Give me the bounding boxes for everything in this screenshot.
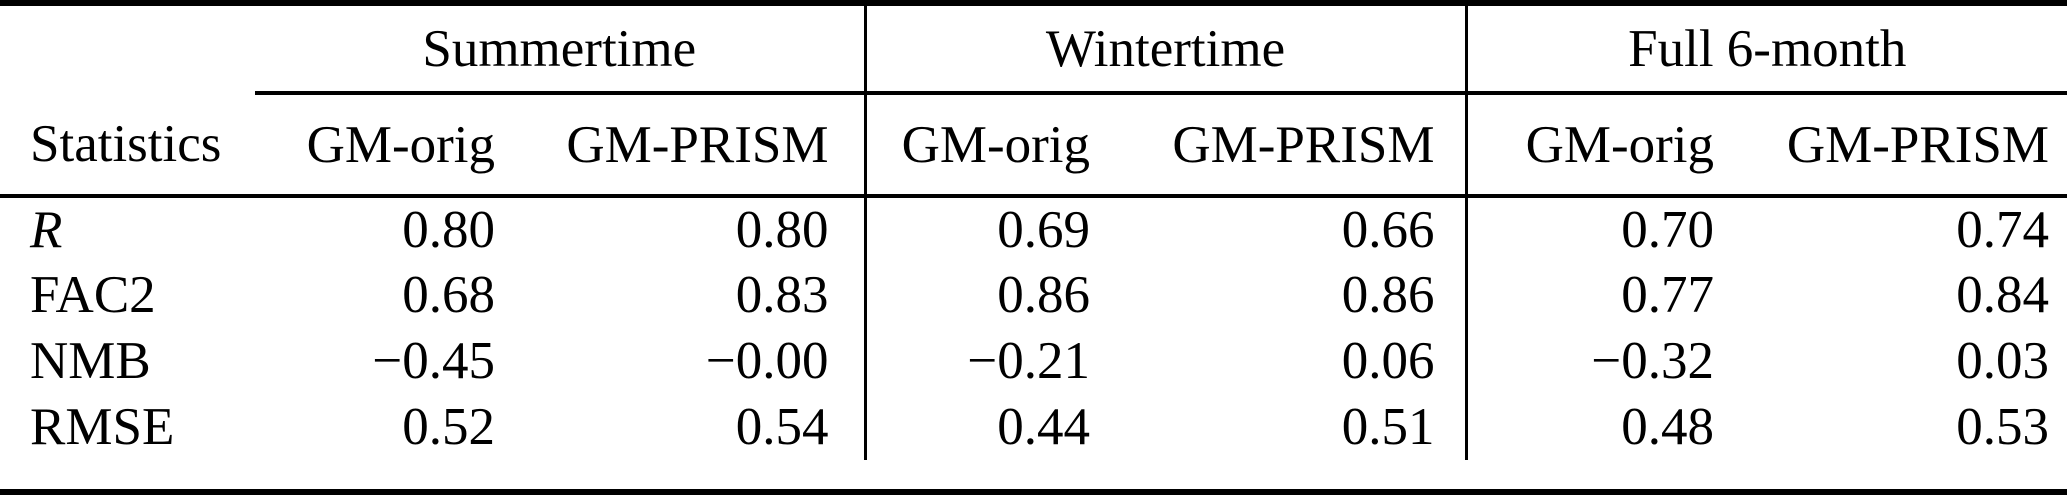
cell-rmse-full-gm-prism: 0.53: [1956, 398, 2050, 456]
statistics-column-header: Statistics: [0, 93, 255, 198]
cell-fac2-full-gm-orig: 0.77: [1464, 262, 1715, 328]
table-row-fac2: FAC2 0.68 0.83 0.86 0.86 0.77 0.84: [0, 262, 2067, 328]
cell-rmse-winter-gm-orig: 0.44: [863, 394, 1090, 460]
group-header-row: Summertime Wintertime Full 6-month: [0, 6, 2067, 95]
cell-nmb-full-gm-orig: −0.32: [1464, 328, 1715, 394]
table-row-r: R 0.80 0.80 0.69 0.66 0.70 0.74: [0, 196, 2067, 262]
cell-rmse-full-gm-orig: 0.48: [1464, 394, 1715, 460]
column-header-summer-gm-orig: GM-orig: [255, 93, 495, 198]
bottom-spacer-row: [0, 460, 2067, 481]
cell-fac2-summer-gm-orig: 0.68: [402, 266, 495, 324]
statistics-table: Summertime Wintertime Full 6-month Stati…: [0, 6, 2067, 481]
column-header-full-gm-prism: GM-PRISM: [1714, 93, 2067, 198]
cell-fac2-winter-gm-prism: 0.86: [1341, 266, 1435, 324]
column-header-winter-gm-orig: GM-orig: [863, 93, 1090, 198]
group-header-summertime: Summertime: [255, 6, 865, 95]
cell-r-summer-gm-prism: 0.80: [735, 201, 829, 259]
row-label-nmb: NMB: [30, 332, 151, 390]
row-label-rmse: RMSE: [30, 398, 175, 456]
cell-r-full-gm-orig: 0.70: [1464, 196, 1715, 262]
cell-fac2-full-gm-prism: 0.84: [1956, 266, 2050, 324]
table-row-rmse: RMSE 0.52 0.54 0.44 0.51 0.48 0.53: [0, 394, 2067, 460]
cell-nmb-summer-gm-orig: −0.45: [372, 332, 495, 390]
table-row-nmb: NMB −0.45 −0.00 −0.21 0.06 −0.32 0.03: [0, 328, 2067, 394]
cell-nmb-winter-gm-orig: −0.21: [863, 328, 1090, 394]
bottom-spacer-cell: [0, 460, 2067, 481]
column-header-full-gm-orig: GM-orig: [1464, 93, 1715, 198]
cell-r-winter-gm-orig: 0.69: [863, 196, 1090, 262]
cell-r-full-gm-prism: 0.74: [1956, 201, 2050, 259]
cell-r-winter-gm-prism: 0.66: [1341, 201, 1435, 259]
cell-fac2-summer-gm-prism: 0.83: [735, 266, 829, 324]
row-label-fac2: FAC2: [30, 266, 156, 324]
cell-nmb-full-gm-prism: 0.03: [1956, 332, 2050, 390]
cell-nmb-summer-gm-prism: −0.00: [705, 332, 829, 390]
column-header-summer-gm-prism: GM-PRISM: [495, 93, 865, 198]
cell-rmse-summer-gm-orig: 0.52: [402, 398, 495, 456]
cell-r-summer-gm-orig: 0.80: [402, 201, 495, 259]
group-header-full-6-month: Full 6-month: [1464, 6, 2067, 95]
group-header-empty-cell: [0, 6, 255, 93]
cell-nmb-winter-gm-prism: 0.06: [1341, 332, 1435, 390]
column-header-winter-gm-prism: GM-PRISM: [1090, 93, 1467, 198]
cell-rmse-winter-gm-prism: 0.51: [1341, 398, 1435, 456]
cell-fac2-winter-gm-orig: 0.86: [863, 262, 1090, 328]
row-label-r: R: [30, 201, 63, 259]
group-header-wintertime: Wintertime: [863, 6, 1467, 95]
cell-rmse-summer-gm-prism: 0.54: [735, 398, 829, 456]
column-header-row: Statistics GM-orig GM-PRISM GM-orig GM-P…: [0, 93, 2067, 198]
